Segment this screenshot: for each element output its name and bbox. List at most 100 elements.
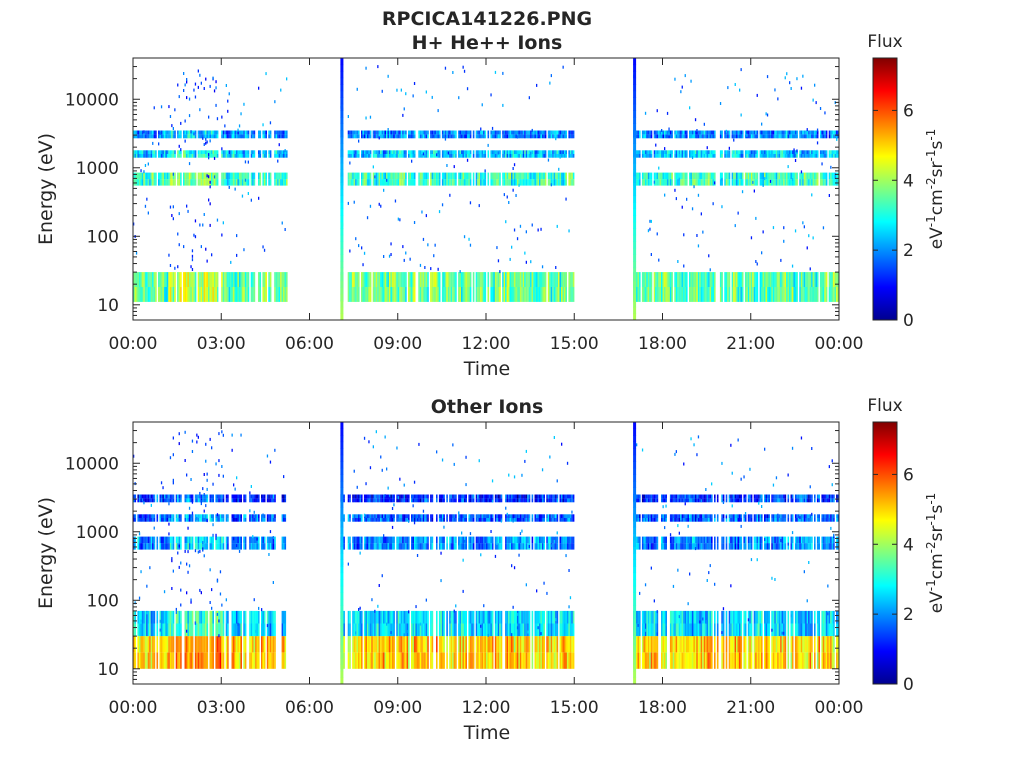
flux-band-cell xyxy=(375,652,378,669)
flux-band-cell xyxy=(744,287,747,302)
flux-band-cell xyxy=(786,134,788,139)
flux-band-cell xyxy=(812,179,815,186)
flux-band-cell xyxy=(572,150,575,154)
flux-band-cell xyxy=(764,179,766,186)
flux-band-cell xyxy=(562,130,565,135)
flux-speckle xyxy=(206,174,208,178)
flux-band-cell xyxy=(271,623,273,637)
flux-band-cell xyxy=(684,287,687,302)
flux-band-cell xyxy=(490,272,492,287)
flux-band-cell xyxy=(680,272,682,287)
flux-band-cell xyxy=(165,514,167,518)
flux-band-cell xyxy=(425,134,428,139)
flux-band-cell xyxy=(656,150,659,154)
flux-band-cell xyxy=(487,287,490,302)
flux-speckle xyxy=(175,611,177,614)
flux-band-cell xyxy=(205,652,207,669)
flux-band-cell xyxy=(441,150,444,154)
flux-speckle xyxy=(750,236,753,240)
flux-band-cell xyxy=(696,154,698,158)
flux-band-cell xyxy=(283,518,285,522)
flux-band-cell xyxy=(513,287,516,302)
flux-band-cell xyxy=(135,150,138,154)
flux-band-cell xyxy=(228,287,231,302)
flux-speckle xyxy=(422,152,425,156)
flux-band-cell xyxy=(271,543,273,550)
flux-band-cell xyxy=(477,287,479,302)
flux-band-cell xyxy=(272,494,275,499)
flux-band-cell xyxy=(724,154,726,158)
flux-band-cell xyxy=(744,134,747,139)
flux-band-cell xyxy=(806,272,809,287)
flux-band-cell xyxy=(388,498,391,503)
flux-band-cell xyxy=(162,636,164,653)
flux-band-cell xyxy=(165,179,167,186)
flux-band-cell xyxy=(780,130,782,135)
flux-band-cell xyxy=(381,150,384,154)
flux-band-cell xyxy=(449,272,451,287)
flux-band-cell xyxy=(352,172,354,180)
flux-band-cell xyxy=(268,494,270,499)
flux-band-cell xyxy=(186,179,188,186)
flux-band-cell xyxy=(241,130,244,135)
flux-band-cell xyxy=(493,272,495,287)
flux-band-cell xyxy=(143,543,145,550)
flux-band-cell xyxy=(468,287,470,302)
flux-band-cell xyxy=(172,154,175,158)
flux-band-cell xyxy=(784,172,787,180)
flux-band-cell xyxy=(163,172,166,180)
flux-band-cell xyxy=(680,130,682,135)
flux-band-cell xyxy=(834,130,837,135)
flux-spike xyxy=(340,123,344,131)
flux-band-cell xyxy=(808,130,810,135)
flux-band-cell xyxy=(802,150,804,154)
flux-band-cell xyxy=(791,130,794,135)
flux-band-cell xyxy=(421,130,423,135)
flux-band-cell xyxy=(647,272,650,287)
flux-band-cell xyxy=(802,154,804,158)
flux-band-cell xyxy=(521,134,523,139)
flux-band-cell xyxy=(352,610,354,624)
flux-speckle xyxy=(216,579,219,583)
flux-band-cell xyxy=(283,150,285,154)
flux-band-cell xyxy=(739,154,741,158)
flux-band-cell xyxy=(794,272,797,287)
flux-band-cell xyxy=(387,154,390,158)
flux-band-cell xyxy=(544,130,547,135)
flux-band-cell xyxy=(541,287,544,302)
flux-speckle xyxy=(649,219,651,223)
flux-band-cell xyxy=(528,287,531,302)
flux-band-cell xyxy=(159,494,162,499)
flux-band-cell xyxy=(537,172,540,180)
flux-speckle xyxy=(794,229,797,233)
flux-speckle xyxy=(403,258,405,262)
flux-band-cell xyxy=(190,518,192,522)
flux-band-cell xyxy=(789,154,791,158)
flux-band-cell xyxy=(450,154,453,158)
flux-band-cell xyxy=(236,287,238,302)
flux-band-cell xyxy=(416,636,419,653)
flux-band-cell xyxy=(791,150,794,154)
flux-band-cell xyxy=(493,150,495,154)
flux-band-cell xyxy=(811,150,813,154)
flux-band-cell xyxy=(137,150,139,154)
flux-speckle xyxy=(169,456,172,460)
flux-band-cell xyxy=(156,494,159,499)
flux-band-cell xyxy=(377,150,379,154)
flux-speckle xyxy=(463,235,466,239)
flux-band-cell xyxy=(147,494,150,499)
flux-band-cell xyxy=(739,272,741,287)
flux-speckle xyxy=(266,454,269,458)
flux-band-cell xyxy=(203,514,206,518)
flux-speckle xyxy=(537,228,539,232)
flux-band-cell xyxy=(368,623,370,637)
flux-band-cell xyxy=(263,154,266,158)
flux-band-cell xyxy=(481,154,484,158)
flux-band-cell xyxy=(171,636,173,653)
flux-band-cell xyxy=(705,179,707,186)
flux-band-cell xyxy=(766,150,769,154)
flux-band-cell xyxy=(446,287,448,302)
flux-speckle xyxy=(390,631,392,635)
flux-band-cell xyxy=(365,130,367,135)
flux-band-cell xyxy=(368,494,370,499)
